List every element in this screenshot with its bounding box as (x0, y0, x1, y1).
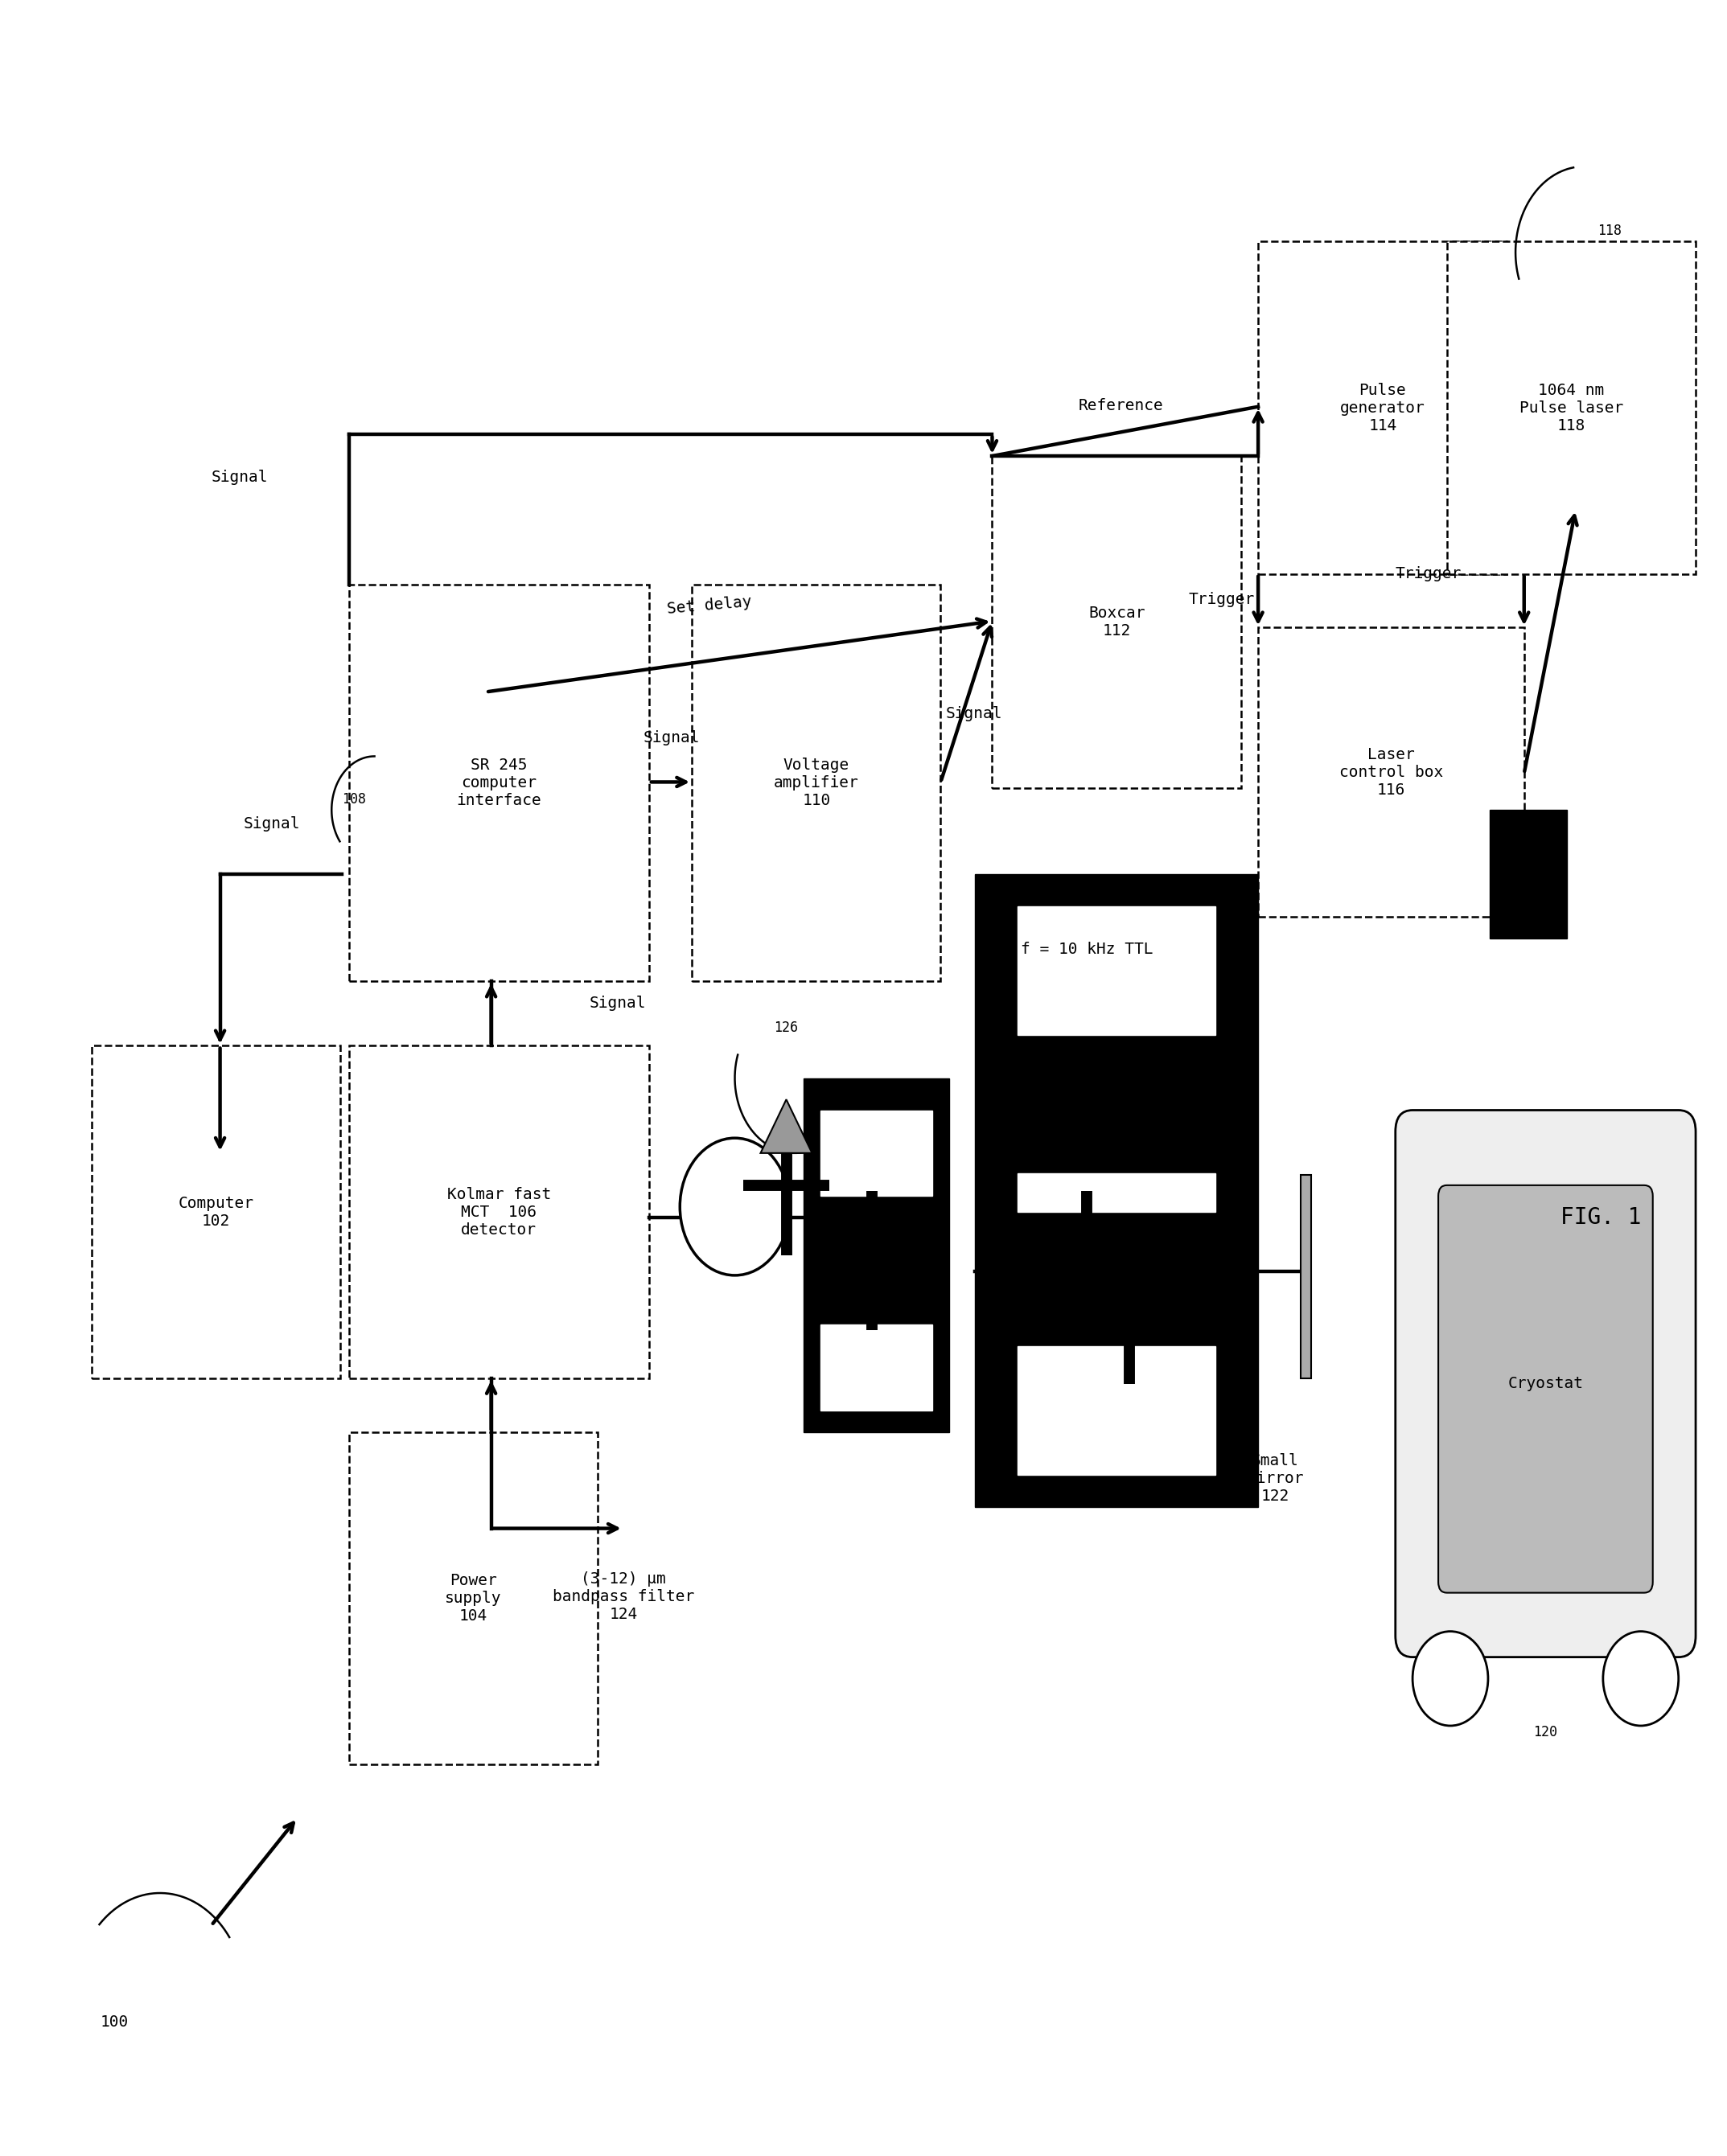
Text: f = 10 kHz TTL: f = 10 kHz TTL (1021, 942, 1152, 957)
Text: Voltage
amplifier
110: Voltage amplifier 110 (774, 757, 858, 808)
Circle shape (680, 1138, 789, 1276)
Bar (803, 1078, 950, 1432)
Bar (693, 584, 941, 981)
Text: Signal: Signal (642, 731, 699, 746)
Text: Signal: Signal (244, 817, 300, 832)
Text: FIG. 1: FIG. 1 (1561, 1205, 1642, 1229)
Text: Pulse
generator
114: Pulse generator 114 (1340, 382, 1425, 433)
Bar (1259, 627, 1525, 916)
Text: (3-12) μm
bandpass filter
124: (3-12) μm bandpass filter 124 (553, 1572, 694, 1621)
Bar (993, 457, 1242, 789)
Text: Signal: Signal (946, 705, 1003, 720)
Text: 108: 108 (342, 791, 366, 806)
Circle shape (1603, 1632, 1679, 1725)
Bar (820, 1324, 933, 1410)
Text: Laser
control box
116: Laser control box 116 (1338, 746, 1444, 798)
Bar (820, 1110, 933, 1197)
Circle shape (1413, 1632, 1489, 1725)
Text: 120: 120 (1534, 1725, 1558, 1740)
Text: Trigger: Trigger (1395, 567, 1461, 582)
Bar (92, 1046, 340, 1378)
Bar (1259, 241, 1508, 573)
Text: Kolmar fast
MCT  106
detector: Kolmar fast MCT 106 detector (447, 1186, 551, 1238)
FancyBboxPatch shape (1439, 1186, 1653, 1593)
Text: Reference: Reference (1078, 399, 1164, 414)
Text: 1064 nm
Pulse laser
118: 1064 nm Pulse laser 118 (1520, 382, 1623, 433)
Bar (1017, 1345, 1216, 1475)
Text: Cryostat: Cryostat (1508, 1376, 1584, 1391)
Bar (976, 873, 1259, 1507)
Text: 126: 126 (774, 1020, 798, 1035)
Bar (1017, 906, 1216, 1035)
Text: Boxcar
112: Boxcar 112 (1088, 606, 1145, 638)
Text: 100: 100 (100, 2014, 128, 2029)
FancyBboxPatch shape (1395, 1110, 1696, 1658)
Text: SR 245
computer
interface: SR 245 computer interface (456, 757, 542, 808)
Bar (1447, 241, 1696, 573)
Text: 118: 118 (1597, 224, 1622, 237)
Polygon shape (760, 1100, 812, 1153)
Text: Set delay: Set delay (667, 595, 753, 617)
Text: Trigger: Trigger (1188, 593, 1256, 608)
Text: Signal: Signal (589, 996, 646, 1011)
Bar (1017, 1173, 1216, 1212)
Text: Computer
102: Computer 102 (178, 1197, 254, 1229)
Bar (349, 1046, 649, 1378)
Text: Power
supply
104: Power supply 104 (446, 1572, 501, 1623)
Bar (349, 1432, 598, 1764)
Bar (1490, 811, 1566, 938)
Text: Small
mirror
122: Small mirror 122 (1247, 1453, 1304, 1505)
Bar (1300, 1175, 1311, 1378)
Bar (349, 584, 649, 981)
Text: Signal: Signal (211, 470, 268, 485)
